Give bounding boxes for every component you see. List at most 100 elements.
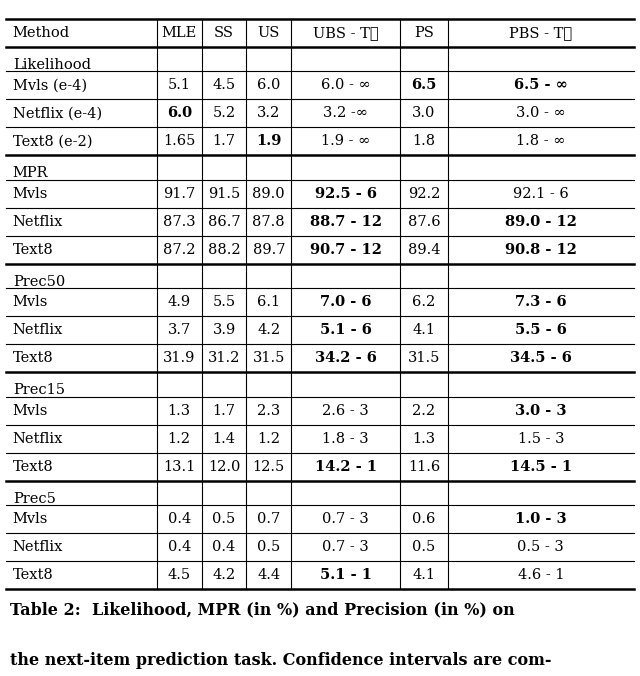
Text: 1.5 - 3: 1.5 - 3 — [518, 432, 564, 446]
Text: Netflix: Netflix — [13, 215, 63, 229]
Text: 89.0: 89.0 — [253, 187, 285, 201]
Text: SS: SS — [214, 26, 234, 40]
Text: Text8 (e-2): Text8 (e-2) — [13, 135, 92, 149]
Text: Mvls: Mvls — [13, 404, 48, 418]
Text: Text8: Text8 — [13, 460, 54, 474]
Text: 1.9: 1.9 — [256, 135, 282, 149]
Text: 1.2: 1.2 — [257, 432, 280, 446]
Text: Netflix: Netflix — [13, 432, 63, 446]
Text: 0.7 - 3: 0.7 - 3 — [322, 540, 369, 554]
Text: 14.5 - 1: 14.5 - 1 — [509, 460, 572, 474]
Text: 5.1: 5.1 — [168, 78, 191, 93]
Text: 0.5: 0.5 — [257, 540, 280, 554]
Text: Netflix: Netflix — [13, 323, 63, 337]
Text: Mvls: Mvls — [13, 512, 48, 527]
Text: 3.2: 3.2 — [257, 106, 280, 120]
Text: 90.8 - 12: 90.8 - 12 — [505, 243, 577, 257]
Text: 4.5: 4.5 — [212, 78, 236, 93]
Text: 0.6: 0.6 — [412, 512, 436, 527]
Text: 0.4: 0.4 — [168, 540, 191, 554]
Text: 7.0 - 6: 7.0 - 6 — [320, 295, 371, 310]
Text: Mvls (e-4): Mvls (e-4) — [13, 78, 87, 93]
Text: 0.7: 0.7 — [257, 512, 280, 527]
Text: 3.7: 3.7 — [168, 323, 191, 337]
Text: 88.2: 88.2 — [208, 243, 240, 257]
Text: 13.1: 13.1 — [163, 460, 195, 474]
Text: Netflix (e-4): Netflix (e-4) — [13, 106, 102, 120]
Text: 2.3: 2.3 — [257, 404, 280, 418]
Text: Mvls: Mvls — [13, 187, 48, 201]
Text: 91.5: 91.5 — [208, 187, 240, 201]
Text: 1.8 - ∞: 1.8 - ∞ — [516, 135, 566, 149]
Text: 34.2 - 6: 34.2 - 6 — [315, 352, 376, 366]
Text: 92.1 - 6: 92.1 - 6 — [513, 187, 569, 201]
Text: 0.4: 0.4 — [212, 540, 236, 554]
Text: 87.3: 87.3 — [163, 215, 195, 229]
Text: 5.5: 5.5 — [212, 295, 236, 310]
Text: 88.7 - 12: 88.7 - 12 — [310, 215, 381, 229]
Text: 3.0 - 3: 3.0 - 3 — [515, 404, 566, 418]
Text: 6.0: 6.0 — [257, 78, 280, 93]
Text: 0.5: 0.5 — [412, 540, 436, 554]
Text: 1.4: 1.4 — [212, 432, 236, 446]
Text: PBS - T★: PBS - T★ — [509, 26, 572, 40]
Text: 2.2: 2.2 — [412, 404, 436, 418]
Text: MPR: MPR — [13, 166, 48, 180]
Text: 6.0 - ∞: 6.0 - ∞ — [321, 78, 371, 93]
Text: 89.0 - 12: 89.0 - 12 — [505, 215, 577, 229]
Text: 1.8: 1.8 — [412, 135, 436, 149]
Text: 12.5: 12.5 — [253, 460, 285, 474]
Text: 2.6 - 3: 2.6 - 3 — [322, 404, 369, 418]
Text: 1.7: 1.7 — [212, 404, 236, 418]
Text: Netflix: Netflix — [13, 540, 63, 554]
Text: 1.0 - 3: 1.0 - 3 — [515, 512, 566, 527]
Text: 31.9: 31.9 — [163, 352, 195, 366]
Text: 4.4: 4.4 — [257, 569, 280, 583]
Text: 4.1: 4.1 — [413, 323, 435, 337]
Text: 4.1: 4.1 — [413, 569, 435, 583]
Text: US: US — [258, 26, 280, 40]
Text: 0.5 - 3: 0.5 - 3 — [517, 540, 564, 554]
Text: the next-item prediction task. Confidence intervals are com-: the next-item prediction task. Confidenc… — [10, 652, 551, 669]
Text: 6.0: 6.0 — [166, 106, 192, 120]
Text: 1.8 - 3: 1.8 - 3 — [323, 432, 369, 446]
Text: 31.5: 31.5 — [253, 352, 285, 366]
Text: 92.2: 92.2 — [408, 187, 440, 201]
Text: 1.2: 1.2 — [168, 432, 191, 446]
Text: 11.6: 11.6 — [408, 460, 440, 474]
Text: 3.2 -∞: 3.2 -∞ — [323, 106, 368, 120]
Text: 3.0 - ∞: 3.0 - ∞ — [516, 106, 566, 120]
Text: 89.7: 89.7 — [253, 243, 285, 257]
Text: 87.2: 87.2 — [163, 243, 195, 257]
Text: 31.5: 31.5 — [408, 352, 440, 366]
Text: Text8: Text8 — [13, 352, 54, 366]
Text: Prec5: Prec5 — [13, 491, 56, 506]
Text: 1.3: 1.3 — [168, 404, 191, 418]
Text: 5.2: 5.2 — [212, 106, 236, 120]
Text: 34.5 - 6: 34.5 - 6 — [510, 352, 572, 366]
Text: UBS - T★: UBS - T★ — [313, 26, 378, 40]
Text: 5.1 - 1: 5.1 - 1 — [319, 569, 372, 583]
Text: 0.4: 0.4 — [168, 512, 191, 527]
Text: 86.7: 86.7 — [208, 215, 240, 229]
Text: Table 2:  Likelihood, MPR (in %) and Precision (in %) on: Table 2: Likelihood, MPR (in %) and Prec… — [10, 602, 515, 619]
Text: 1.3: 1.3 — [412, 432, 436, 446]
Text: Text8: Text8 — [13, 569, 54, 583]
Text: 4.6 - 1: 4.6 - 1 — [518, 569, 564, 583]
Text: Likelihood: Likelihood — [13, 57, 91, 72]
Text: 6.2: 6.2 — [412, 295, 436, 310]
Text: 90.7 - 12: 90.7 - 12 — [310, 243, 381, 257]
Text: PS: PS — [414, 26, 434, 40]
Text: 91.7: 91.7 — [163, 187, 195, 201]
Text: 3.0: 3.0 — [412, 106, 436, 120]
Text: Mvls: Mvls — [13, 295, 48, 310]
Text: 31.2: 31.2 — [208, 352, 240, 366]
Text: 89.4: 89.4 — [408, 243, 440, 257]
Text: 87.6: 87.6 — [408, 215, 440, 229]
Text: 4.9: 4.9 — [168, 295, 191, 310]
Text: 4.2: 4.2 — [257, 323, 280, 337]
Text: 14.2 - 1: 14.2 - 1 — [314, 460, 377, 474]
Text: 3.9: 3.9 — [212, 323, 236, 337]
Text: Method: Method — [13, 26, 70, 40]
Text: 5.5 - 6: 5.5 - 6 — [515, 323, 567, 337]
